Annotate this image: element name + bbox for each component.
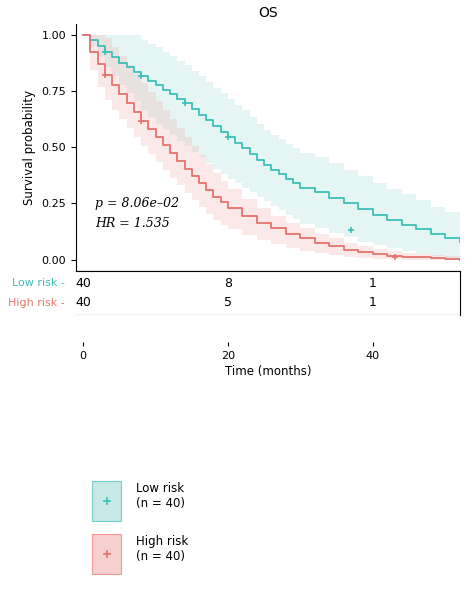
Text: HR = 1.535: HR = 1.535: [95, 217, 170, 230]
FancyBboxPatch shape: [92, 534, 121, 574]
Text: 1: 1: [369, 277, 377, 290]
X-axis label: Time (months): Time (months): [225, 296, 311, 309]
Text: High risk -: High risk -: [8, 298, 65, 307]
Text: Number at risk: Number at risk: [218, 316, 318, 329]
X-axis label: Time (months): Time (months): [225, 365, 311, 378]
Text: Low risk
(n = 40): Low risk (n = 40): [137, 482, 185, 509]
Text: 8: 8: [224, 277, 232, 290]
FancyBboxPatch shape: [92, 481, 121, 521]
Text: 40: 40: [75, 277, 91, 290]
Y-axis label: Survival probability: Survival probability: [23, 90, 36, 205]
Text: 40: 40: [75, 296, 91, 309]
Text: 1: 1: [369, 296, 377, 309]
Text: p = 8.06e–02: p = 8.06e–02: [95, 197, 179, 210]
Text: 5: 5: [224, 296, 232, 309]
Title: OS: OS: [258, 6, 278, 19]
Text: High risk
(n = 40): High risk (n = 40): [137, 535, 189, 562]
Text: Low risk -: Low risk -: [12, 279, 65, 288]
